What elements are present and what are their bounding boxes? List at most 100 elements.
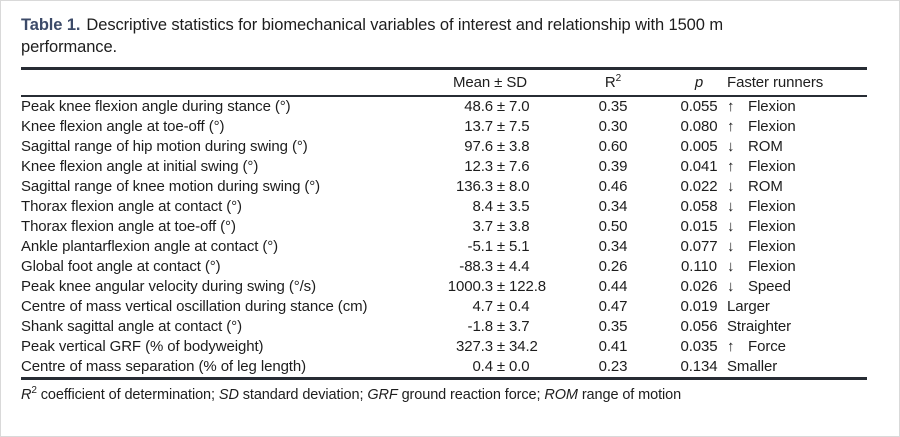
cell-r-squared: 0.35 [598, 98, 628, 115]
cell-r-squared: 0.60 [598, 138, 628, 155]
table-row: Knee flexion angle at initial swing (°) … [21, 157, 867, 177]
faster-runners-label: Flexion [748, 238, 796, 255]
cell-r-squared: 0.41 [598, 338, 628, 355]
table-footnote: R2 coefficient of determination; SD stan… [21, 386, 866, 404]
cell-variable: Shank sagittal angle at contact (°) [21, 318, 242, 335]
cell-p-value: 0.058 [680, 198, 718, 215]
cell-sd: 4.4 [509, 258, 530, 275]
cell-variable: Ankle plantarflexion angle at contact (°… [21, 238, 279, 255]
cell-sd: 122.8 [509, 278, 547, 295]
cell-plus-minus: ± [496, 238, 506, 255]
cell-faster-runners: ↓ Flexion [727, 197, 867, 217]
cell-mean: 12.3 [464, 158, 493, 175]
cell-variable: Knee flexion angle at toe-off (°) [21, 118, 225, 135]
cell-variable: Peak knee angular velocity during swing … [21, 278, 316, 295]
trend-arrow-icon: ↑ [727, 118, 735, 135]
faster-runners-label: Flexion [748, 158, 796, 175]
table-row: Global foot angle at contact (°) -88.3 ±… [21, 257, 867, 277]
faster-runners-label: Smaller [727, 358, 778, 375]
cell-variable: Centre of mass separation (% of leg leng… [21, 358, 307, 375]
cell-mean: 48.6 [464, 98, 493, 115]
cell-faster-runners: Straighter [727, 317, 867, 337]
cell-plus-minus: ± [496, 138, 506, 155]
cell-r-squared: 0.23 [598, 358, 628, 375]
cell-mean: 13.7 [464, 118, 493, 135]
cell-faster-runners: Larger [727, 297, 867, 317]
cell-p-value: 0.134 [680, 358, 718, 375]
cell-mean: 136.3 [455, 178, 493, 195]
cell-variable: Global foot angle at contact (°) [21, 258, 221, 275]
cell-sd: 34.2 [509, 338, 538, 355]
footnote-r2-text: coefficient of determination; [36, 387, 219, 403]
footnote-sd-label: SD [218, 387, 239, 403]
cell-r-squared: 0.34 [598, 198, 628, 215]
cell-r-squared: 0.44 [598, 278, 628, 295]
cell-faster-runners: ↑ Flexion [727, 117, 867, 137]
cell-faster-runners: ↓ Flexion [727, 257, 867, 277]
cell-plus-minus: ± [496, 298, 506, 315]
table-row: Peak knee angular velocity during swing … [21, 277, 867, 297]
cell-variable: Sagittal range of hip motion during swin… [21, 138, 308, 155]
table-row: Shank sagittal angle at contact (°) -1.8… [21, 317, 867, 337]
cell-p-value: 0.019 [680, 298, 718, 315]
cell-r-squared: 0.39 [598, 158, 628, 175]
table-row: Thorax flexion angle at toe-off (°) 3.7 … [21, 217, 867, 237]
table-row: Sagittal range of knee motion during swi… [21, 177, 867, 197]
trend-arrow-icon: ↑ [727, 338, 735, 355]
header-r-squared: R2 [555, 68, 672, 97]
cell-mean: 1000.3 [447, 278, 493, 295]
cell-plus-minus: ± [496, 218, 506, 235]
trend-arrow-icon: ↓ [727, 278, 735, 295]
table-body: Peak knee flexion angle during stance (°… [21, 96, 867, 379]
table-caption-text: Descriptive statistics for biomechanical… [86, 16, 723, 34]
cell-sd: 7.0 [509, 98, 530, 115]
cell-plus-minus: ± [496, 278, 506, 295]
cell-r-squared: 0.47 [598, 298, 628, 315]
table-caption: Table 1. Descriptive statistics for biome… [21, 14, 866, 58]
trend-arrow-icon: ↓ [727, 258, 735, 275]
cell-faster-runners: ↑ Force [727, 337, 867, 357]
table-row: Thorax flexion angle at contact (°) 8.4 … [21, 197, 867, 217]
cell-plus-minus: ± [496, 358, 506, 375]
cell-variable: Peak knee flexion angle during stance (°… [21, 98, 291, 115]
cell-p-value: 0.041 [680, 158, 718, 175]
cell-p-value: 0.056 [680, 318, 718, 335]
cell-sd: 7.6 [509, 158, 530, 175]
cell-plus-minus: ± [496, 98, 506, 115]
cell-sd: 5.1 [509, 238, 530, 255]
cell-r-squared: 0.35 [598, 318, 628, 335]
cell-faster-runners: Smaller [727, 357, 867, 379]
cell-variable: Thorax flexion angle at toe-off (°) [21, 218, 236, 235]
cell-sd: 3.8 [509, 218, 530, 235]
footnote-rom-label: ROM [544, 387, 578, 403]
faster-runners-label: Larger [727, 298, 770, 315]
faster-runners-label: Speed [748, 278, 791, 295]
cell-p-value: 0.110 [681, 258, 717, 275]
cell-sd: 0.0 [509, 358, 530, 375]
cell-faster-runners: ↓ Flexion [727, 237, 867, 257]
cell-r-squared: 0.30 [598, 118, 628, 135]
cell-mean: 97.6 [464, 138, 493, 155]
cell-sd: 3.7 [509, 318, 530, 335]
trend-arrow-icon: ↓ [727, 238, 735, 255]
trend-arrow-icon: ↓ [727, 198, 735, 215]
faster-runners-label: Flexion [748, 198, 796, 215]
table-header: Mean ± SD R2 p Faster runners [21, 68, 868, 97]
cell-faster-runners: ↓ Speed [727, 277, 867, 297]
cell-p-value: 0.005 [680, 138, 718, 155]
footnote-grf-label: GRF [367, 387, 398, 403]
cell-variable: Peak vertical GRF (% of bodyweight) [21, 338, 264, 355]
footnote-grf-text: ground reaction force; [397, 387, 545, 403]
cell-p-value: 0.022 [680, 178, 718, 195]
faster-runners-label: Flexion [748, 98, 796, 115]
trend-arrow-icon: ↓ [727, 218, 735, 235]
cell-plus-minus: ± [496, 258, 506, 275]
cell-p-value: 0.077 [680, 238, 718, 255]
cell-plus-minus: ± [496, 338, 506, 355]
cell-variable: Thorax flexion angle at contact (°) [21, 198, 242, 215]
cell-mean: 327.3 [455, 338, 493, 355]
r-squared-superscript: 2 [615, 73, 622, 84]
table-row: Centre of mass separation (% of leg leng… [21, 357, 867, 379]
faster-runners-label: Flexion [748, 218, 796, 235]
table-row: Peak vertical GRF (% of bodyweight) 327.… [21, 337, 867, 357]
